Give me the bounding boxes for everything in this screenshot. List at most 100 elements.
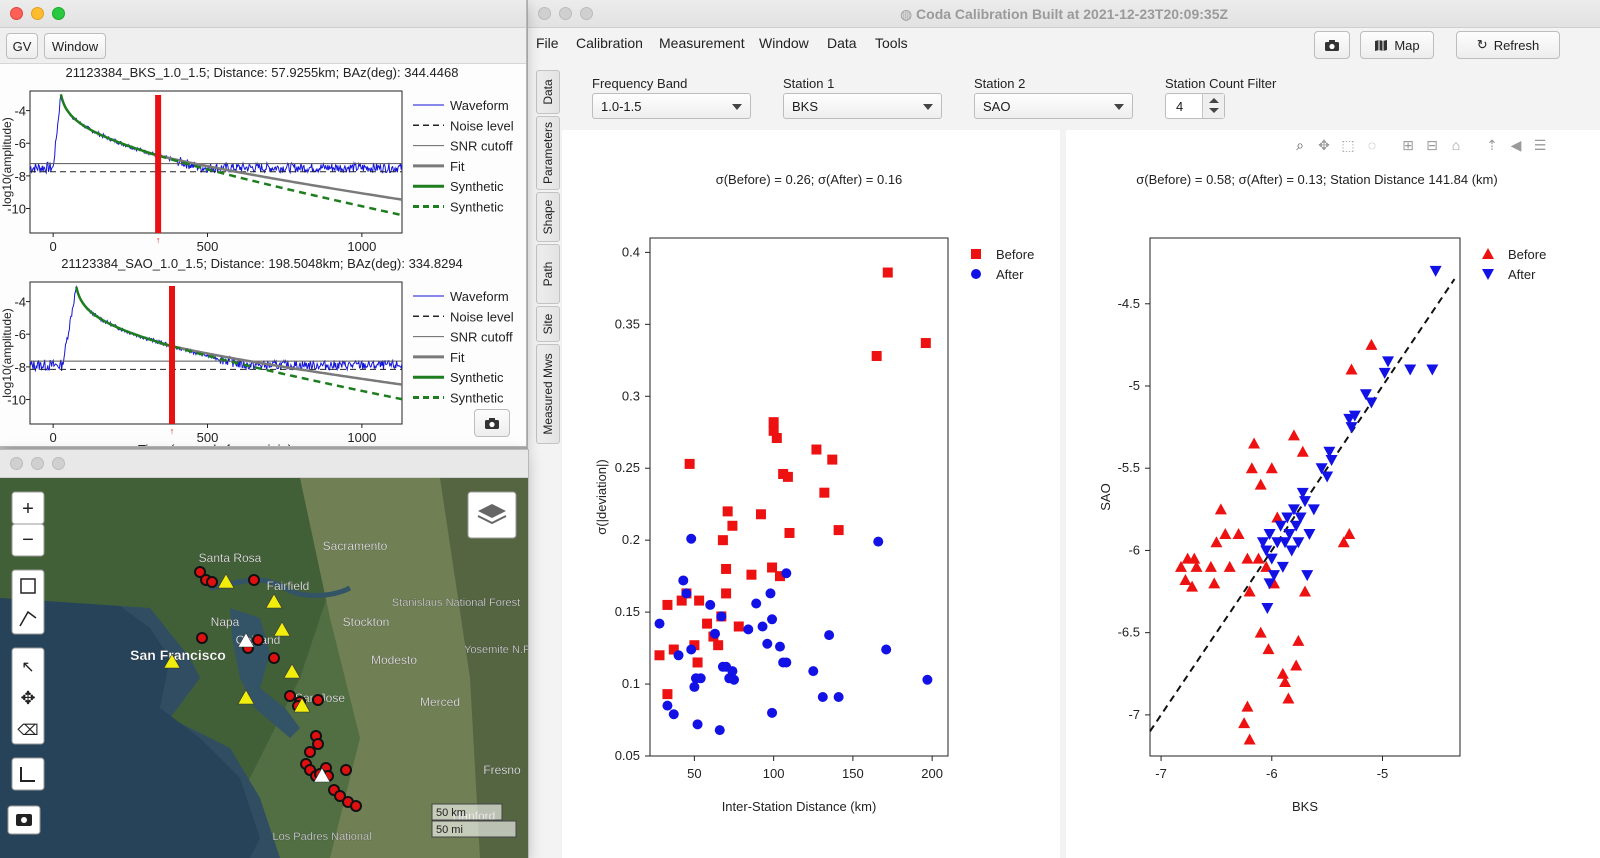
y-tick-label: -8 bbox=[14, 169, 26, 184]
data-point-after bbox=[673, 650, 684, 661]
minimize-button[interactable] bbox=[31, 457, 44, 470]
data-point-after bbox=[1283, 529, 1296, 540]
station-marker bbox=[237, 689, 255, 705]
minimize-button[interactable] bbox=[31, 7, 44, 20]
pan-icon[interactable]: ✥ bbox=[1318, 137, 1330, 153]
data-point-after bbox=[1276, 561, 1289, 573]
frequency-band-label: Frequency Band bbox=[592, 76, 688, 91]
data-point-after bbox=[833, 692, 844, 703]
chevron-down-icon[interactable] bbox=[1209, 108, 1219, 113]
zoom-controls: + bbox=[11, 491, 45, 525]
data-point-before bbox=[782, 471, 793, 482]
minimize-button[interactable] bbox=[559, 7, 572, 20]
zoom-in-icon: + bbox=[22, 498, 34, 520]
data-point-after bbox=[668, 709, 679, 720]
waveform-screenshot-button[interactable] bbox=[474, 409, 510, 437]
data-point-after bbox=[1279, 537, 1292, 549]
data-point-after bbox=[767, 707, 778, 718]
menu-file[interactable]: File bbox=[536, 35, 559, 51]
y-tick-label: 0.15 bbox=[615, 604, 640, 619]
data-point-before bbox=[721, 588, 732, 599]
data-point-after bbox=[729, 674, 740, 685]
map-button[interactable]: Map bbox=[1360, 31, 1434, 59]
event-marker bbox=[268, 652, 280, 664]
station1-select[interactable]: BKS bbox=[783, 93, 942, 119]
x-tick-label: 0 bbox=[50, 239, 57, 254]
data-point-before bbox=[1245, 462, 1258, 474]
eraser-icon: ⌫ bbox=[17, 722, 38, 739]
event-marker bbox=[334, 790, 346, 802]
satellite-map[interactable]: Santa Rosa Sacramento Fairfield Napa Stockto… bbox=[0, 478, 528, 858]
tab-parameters[interactable]: Parameters bbox=[536, 116, 560, 190]
station-count-spinner[interactable]: 4 bbox=[1165, 93, 1225, 119]
close-button[interactable] bbox=[538, 7, 551, 20]
y-tick-label: 0.35 bbox=[615, 316, 640, 331]
box-select-icon[interactable]: ⬚ bbox=[1341, 137, 1355, 153]
tab-site[interactable]: Site bbox=[536, 306, 560, 342]
data-point-before bbox=[689, 640, 700, 651]
tab-path[interactable]: Path bbox=[536, 244, 560, 304]
data-point-after bbox=[727, 666, 738, 677]
data-point-before bbox=[1186, 580, 1199, 592]
hover-closest-icon[interactable]: ◀ bbox=[1510, 137, 1522, 153]
legend-label: Synthetic bbox=[450, 200, 504, 215]
y-tick-label: -6.5 bbox=[1118, 625, 1140, 640]
window-marker-flag: ↑ bbox=[156, 235, 161, 245]
sierra-foothills bbox=[440, 478, 528, 858]
plot-frame bbox=[649, 237, 949, 757]
data-point-before bbox=[1243, 733, 1256, 745]
y-tick-label: -8 bbox=[14, 360, 26, 375]
data-point-before bbox=[694, 595, 705, 606]
station2-select[interactable]: SAO bbox=[974, 93, 1133, 119]
spike-lines-icon[interactable]: ⇡ bbox=[1486, 137, 1498, 153]
waveform-plot-frame bbox=[29, 90, 403, 234]
zoom-icon[interactable]: ⌕ bbox=[1296, 137, 1304, 153]
home-icon[interactable]: ⌂ bbox=[1451, 137, 1461, 153]
legend-label: Noise level bbox=[450, 309, 514, 324]
gv-button[interactable]: GV bbox=[6, 33, 38, 59]
tab-measured-mws[interactable]: Measured Mws bbox=[536, 344, 560, 444]
maximize-button[interactable] bbox=[52, 7, 65, 20]
spinner-buttons[interactable] bbox=[1202, 94, 1224, 118]
scale-bar-km bbox=[431, 803, 503, 821]
screenshot-button[interactable] bbox=[1314, 31, 1350, 59]
close-button[interactable] bbox=[10, 457, 23, 470]
lasso-icon[interactable]: ◌ bbox=[1367, 137, 1377, 153]
window-button[interactable]: Window bbox=[44, 33, 106, 59]
menu-data[interactable]: Data bbox=[827, 35, 857, 51]
legend-label: Before bbox=[996, 247, 1034, 262]
chevron-up-icon[interactable] bbox=[1209, 98, 1219, 103]
zoom-out-button[interactable] bbox=[11, 523, 45, 557]
event-marker bbox=[284, 690, 296, 702]
frequency-band-select[interactable]: 1.0-1.5 bbox=[592, 93, 751, 119]
zoom-in-icon[interactable]: ⊞ bbox=[1402, 137, 1414, 153]
data-point-after bbox=[695, 673, 706, 684]
menu-calibration[interactable]: Calibration bbox=[576, 35, 643, 51]
x-tick-label: 100 bbox=[763, 766, 785, 781]
data-point-after bbox=[817, 692, 828, 703]
menu-window[interactable]: Window bbox=[759, 35, 809, 51]
pointer-icon: ↖ bbox=[21, 659, 34, 676]
y-tick-label: -5.5 bbox=[1118, 460, 1140, 475]
data-point-before bbox=[1271, 511, 1284, 523]
window-controls bbox=[10, 457, 65, 470]
data-point-after bbox=[654, 618, 665, 629]
maximize-button[interactable] bbox=[52, 457, 65, 470]
data-point-after bbox=[1281, 512, 1294, 524]
tab-shape[interactable]: Shape bbox=[536, 192, 560, 242]
menu-measurement[interactable]: Measurement bbox=[659, 35, 745, 51]
hover-compare-icon[interactable]: ☰ bbox=[1533, 137, 1547, 153]
data-point-before bbox=[1343, 528, 1356, 539]
legend-label: After bbox=[1508, 267, 1536, 282]
measure-button[interactable] bbox=[11, 757, 45, 791]
data-point-before bbox=[1190, 560, 1203, 572]
data-point-before bbox=[1204, 560, 1217, 572]
data-point-after bbox=[781, 657, 792, 668]
menu-tools[interactable]: Tools bbox=[875, 35, 908, 51]
data-point-before bbox=[1337, 536, 1350, 548]
close-button[interactable] bbox=[10, 7, 23, 20]
refresh-button[interactable]: ↻ Refresh bbox=[1456, 31, 1560, 59]
zoom-out-icon[interactable]: ⊟ bbox=[1426, 137, 1438, 153]
tab-data[interactable]: Data bbox=[536, 70, 560, 114]
maximize-button[interactable] bbox=[580, 7, 593, 20]
